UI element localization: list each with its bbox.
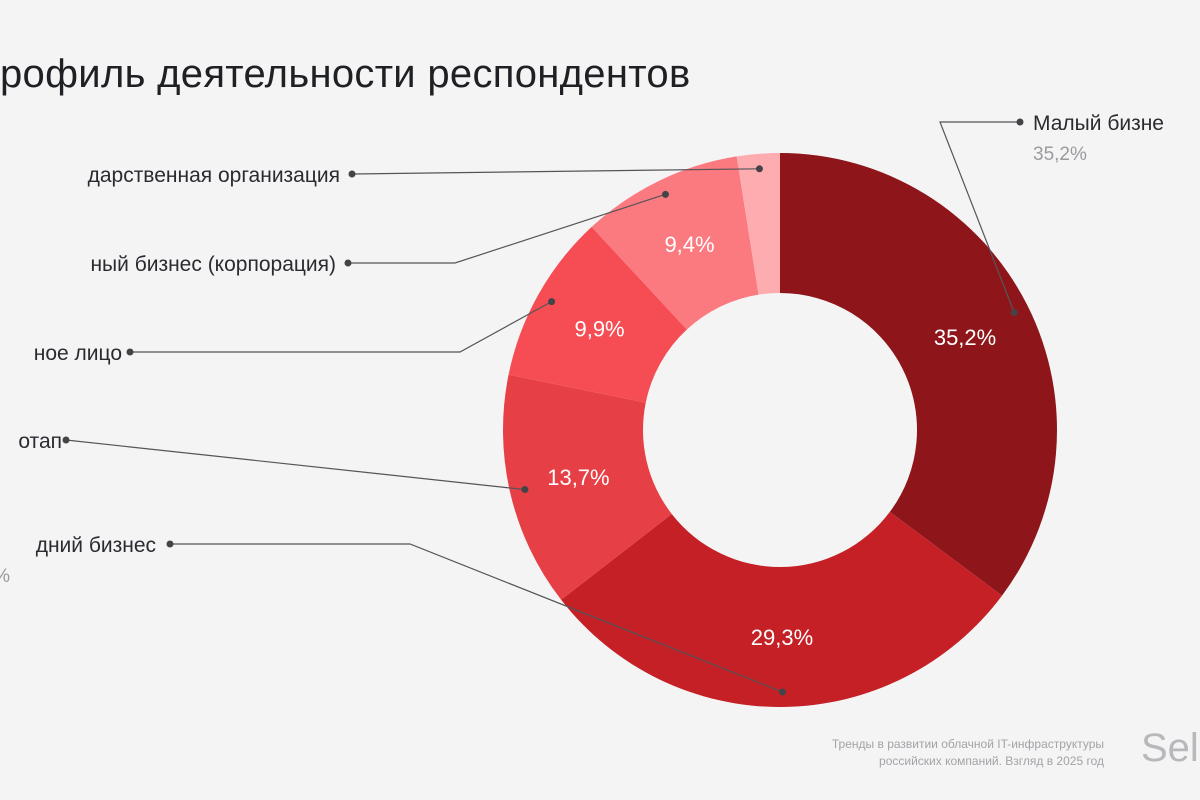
leader-line-1 <box>170 543 783 693</box>
category-label-4: ный бизнес (корпорация) <box>90 253 336 276</box>
leader-anchor-dot-2 <box>521 486 529 494</box>
slice-1 <box>561 511 1003 707</box>
slice-3 <box>508 226 687 403</box>
slice-0 <box>780 153 1057 596</box>
slice-2 <box>502 374 672 600</box>
slice-5 <box>736 153 780 295</box>
leader-anchor-dot-0 <box>1010 309 1018 317</box>
slice-value-label-1: 29,3% <box>751 625 813 650</box>
brand-logo: Sele <box>1141 726 1200 770</box>
footnote: Тренды в развитии облачной IT-инфраструк… <box>832 736 1104 770</box>
footnote-line-1: Тренды в развитии облачной IT-инфраструк… <box>831 737 1104 751</box>
category-sublabel-0: 35,2% <box>1033 144 1087 165</box>
category-label-0: Малый бизне <box>1033 112 1164 135</box>
leader-line-4 <box>348 193 666 264</box>
slice-value-label-4: 9,4% <box>664 232 714 257</box>
leader-line-2 <box>65 439 525 491</box>
chart-title: рофиль деятельности респондентов <box>0 52 691 96</box>
leader-label-dot-0 <box>1016 118 1024 126</box>
slice-labels-group: 35,2% 29,3% 13,7% 9,9% 9,4% <box>547 232 996 650</box>
leader-label-dot-5 <box>348 170 356 178</box>
slice-4 <box>591 156 759 330</box>
footnote-line-2: российских компаний. Взгляд в 2025 год <box>879 754 1104 768</box>
category-label-2: отап <box>18 430 62 453</box>
leader-label-dot-1 <box>166 540 174 548</box>
slice-value-label-2: 13,7% <box>547 465 609 490</box>
category-label-1: дний бизнес <box>36 534 156 557</box>
leader-anchor-dot-4 <box>661 190 669 198</box>
leader-label-dot-2 <box>62 436 70 444</box>
category-sublabel-1: % <box>0 566 10 587</box>
leader-anchor-dot-1 <box>778 688 786 696</box>
leaders-group <box>62 118 1024 696</box>
leader-line-5 <box>351 168 760 175</box>
leader-label-dot-4 <box>344 259 352 267</box>
leader-anchor-dot-3 <box>548 298 556 306</box>
leader-label-dot-3 <box>126 348 134 356</box>
slice-value-label-3: 9,9% <box>574 317 624 342</box>
slices-group <box>502 153 1057 707</box>
leader-line-3 <box>130 301 552 353</box>
category-label-3: ное лицо <box>34 342 122 365</box>
leader-line-0 <box>939 121 1020 313</box>
slice-value-label-0: 35,2% <box>934 325 996 350</box>
category-labels-group: Малый бизне 35,2% дний бизнес% отап ное лицо… <box>0 112 1164 587</box>
leader-anchor-dot-5 <box>755 165 763 173</box>
category-label-5: дарственная организация <box>88 164 340 187</box>
